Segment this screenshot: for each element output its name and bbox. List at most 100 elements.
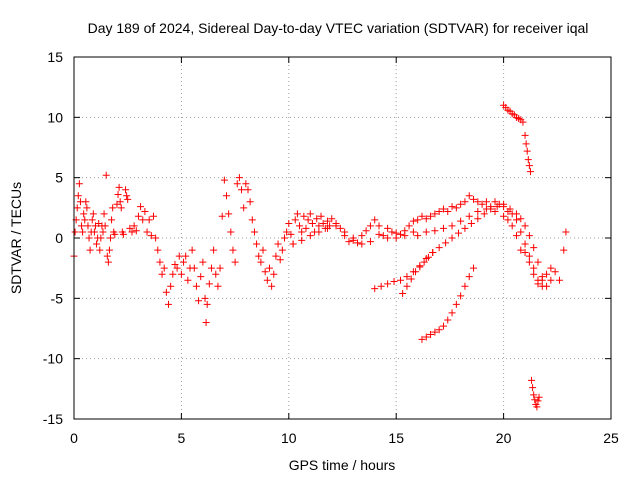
data-point: [100, 210, 108, 218]
data-point: [414, 216, 422, 224]
data-point: [308, 220, 316, 228]
data-point: [192, 282, 200, 290]
data-point: [302, 224, 310, 232]
data-point: [354, 239, 362, 247]
data-point: [531, 396, 539, 404]
data-point: [422, 215, 430, 223]
data-point: [534, 280, 542, 288]
data-point: [521, 248, 529, 256]
data-point: [448, 309, 456, 317]
data-point: [409, 228, 417, 236]
data-point: [424, 253, 432, 261]
data-point: [126, 224, 134, 232]
data-point: [107, 234, 115, 242]
data-point: [298, 228, 306, 236]
y-tick-label: 15: [47, 49, 63, 65]
data-point: [448, 222, 456, 230]
data-point: [199, 258, 207, 266]
data-point: [105, 246, 113, 254]
data-point: [82, 198, 90, 206]
data-point: [108, 216, 116, 224]
data-point: [493, 203, 501, 211]
data-point: [195, 297, 203, 305]
data-point: [212, 270, 220, 278]
data-point: [414, 232, 422, 240]
data-point: [188, 246, 196, 254]
data-point: [525, 252, 533, 260]
data-point: [390, 277, 398, 285]
data-point: [474, 215, 482, 223]
data-point: [128, 228, 136, 236]
data-point: [119, 230, 127, 238]
data-point: [149, 212, 157, 220]
data-point: [384, 234, 392, 242]
y-tick-label: 0: [55, 230, 63, 246]
data-point: [526, 168, 534, 176]
data-point: [427, 331, 435, 339]
data-point: [114, 191, 122, 199]
data-point: [512, 216, 520, 224]
data-point: [427, 212, 435, 220]
data-point: [399, 290, 407, 298]
data-point: [341, 228, 349, 236]
data-point: [379, 232, 387, 240]
data-point: [223, 192, 231, 200]
data-point: [491, 207, 499, 215]
data-point: [478, 200, 486, 208]
data-point: [328, 215, 336, 223]
data-point: [175, 252, 183, 260]
data-point: [517, 215, 525, 223]
data-point: [547, 276, 555, 284]
data-point: [276, 256, 284, 264]
data-point: [250, 228, 258, 236]
data-point: [104, 258, 112, 266]
data-point: [285, 220, 293, 228]
data-point: [457, 200, 465, 208]
x-tick-label: 5: [178, 430, 186, 446]
data-point: [366, 222, 374, 230]
data-point: [124, 195, 132, 203]
data-point: [97, 234, 105, 242]
data-point: [452, 204, 460, 212]
data-point: [407, 275, 415, 283]
data-point: [444, 207, 452, 215]
data-point: [521, 222, 529, 230]
data-point: [154, 246, 162, 254]
data-point: [145, 216, 153, 224]
data-point: [257, 258, 265, 266]
data-point: [115, 183, 123, 191]
data-point: [259, 246, 267, 254]
data-point: [205, 280, 213, 288]
data-point: [431, 227, 439, 235]
data-point: [165, 300, 173, 308]
data-point: [396, 230, 404, 238]
data-point: [422, 228, 430, 236]
data-point: [562, 228, 570, 236]
axis-ticks: 0 5 10 15 20 25 -15 -10 -5 0 5 10 15: [43, 49, 619, 446]
data-point: [474, 207, 482, 215]
data-point: [270, 270, 278, 278]
data-point: [439, 224, 447, 232]
data-point: [79, 228, 87, 236]
data-point: [435, 326, 443, 334]
data-point: [227, 228, 235, 236]
data-point: [470, 264, 478, 272]
data-points: [70, 101, 570, 411]
data-point: [375, 222, 383, 230]
data-point: [83, 204, 91, 212]
data-point: [182, 252, 190, 260]
data-point: [177, 270, 185, 278]
data-point: [233, 180, 241, 188]
data-point: [218, 212, 226, 220]
data-point: [171, 261, 179, 269]
data-point: [93, 240, 101, 248]
data-point: [388, 228, 396, 236]
data-point: [470, 195, 478, 203]
data-point: [229, 246, 237, 254]
y-tick-label: -10: [43, 351, 63, 367]
data-point: [375, 230, 383, 238]
data-point: [210, 246, 218, 254]
data-point: [78, 222, 86, 230]
data-point: [420, 258, 428, 266]
data-point: [74, 192, 82, 200]
